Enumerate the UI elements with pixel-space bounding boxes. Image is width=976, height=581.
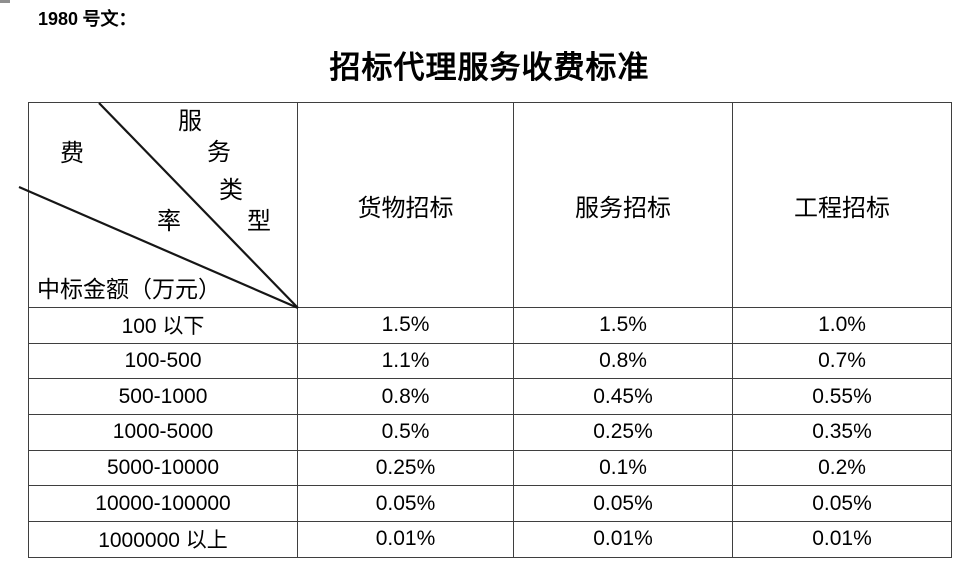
amount-range-cell: 500-1000 [28,378,298,416]
doc-reference-number: 1980 [38,9,79,29]
rate-cell: 0.25% [513,414,733,451]
amount-range-cell: 5000-10000 [28,449,298,487]
table-row: 1000-5000 0.5% 0.25% 0.35% [28,414,952,451]
table-row: 10000-100000 0.05% 0.05% 0.05% [28,485,952,523]
rate-cell: 0.45% [513,378,733,416]
scan-edge-artifact [0,0,10,3]
rate-cell: 0.35% [732,414,952,451]
rate-cell: 0.8% [513,342,733,380]
page-title: 招标代理服务收费标准 [329,50,650,85]
rate-cell: 1.5% [297,307,514,344]
axis-label-service-type-char: 务 [207,140,231,166]
amount-range-cell: 100-500 [28,342,298,380]
amount-range-cell: 100 以下 [28,307,298,344]
axis-label-fee-rate-char: 费 [60,141,84,167]
rate-cell: 1.1% [297,342,514,380]
rate-cell: 0.25% [297,449,514,487]
rate-cell: 0.7% [732,342,952,380]
table-row: 1000000 以上 0.01% 0.01% 0.01% [28,521,952,558]
diagonal-lines [18,102,299,310]
axis-label-service-type-char: 类 [219,178,243,204]
rate-cell: 0.2% [732,449,952,487]
diagonal-header-cell: 服 务 类 型 费 率 中标金额（万元） [18,102,299,310]
rate-cell: 1.5% [513,307,733,344]
fee-standard-table: 服 务 类 型 费 率 中标金额（万元） 货物招标 服务招标 工程招标 100 … [18,102,952,558]
amount-range-cell: 1000000 以上 [28,521,298,558]
column-header-works: 工程招标 [732,102,952,308]
axis-label-service-type-char: 服 [178,109,202,135]
rate-cell: 0.01% [513,521,733,558]
rate-cell: 0.01% [732,521,952,558]
doc-reference-suffix: 号文： [78,9,137,29]
table-row: 5000-10000 0.25% 0.1% 0.2% [28,449,952,487]
table-row: 100 以下 1.5% 1.5% 1.0% [28,307,952,344]
column-header-services: 服务招标 [513,102,733,308]
rate-cell: 0.01% [297,521,514,558]
rate-cell: 0.1% [513,449,733,487]
rate-cell: 1.0% [732,307,952,344]
axis-label-bid-amount: 中标金额（万元） [37,277,221,302]
header-row: 服 务 类 型 费 率 中标金额（万元） 货物招标 服务招标 工程招标 [18,102,952,310]
rate-cell: 0.8% [297,378,514,416]
column-header-goods: 货物招标 [297,102,514,308]
rate-cell: 0.05% [297,485,514,523]
rate-cell: 0.05% [513,485,733,523]
rate-cell: 0.5% [297,414,514,451]
table-row: 100-500 1.1% 0.8% 0.7% [28,342,952,380]
doc-reference: 1980 号文： [38,5,137,31]
amount-range-cell: 1000-5000 [28,414,298,451]
rate-cell: 0.05% [732,485,952,523]
axis-label-service-type-char: 型 [247,209,271,235]
rate-cell: 0.55% [732,378,952,416]
axis-label-fee-rate-char: 率 [157,209,181,235]
table-row: 500-1000 0.8% 0.45% 0.55% [28,378,952,416]
amount-range-cell: 10000-100000 [28,485,298,523]
